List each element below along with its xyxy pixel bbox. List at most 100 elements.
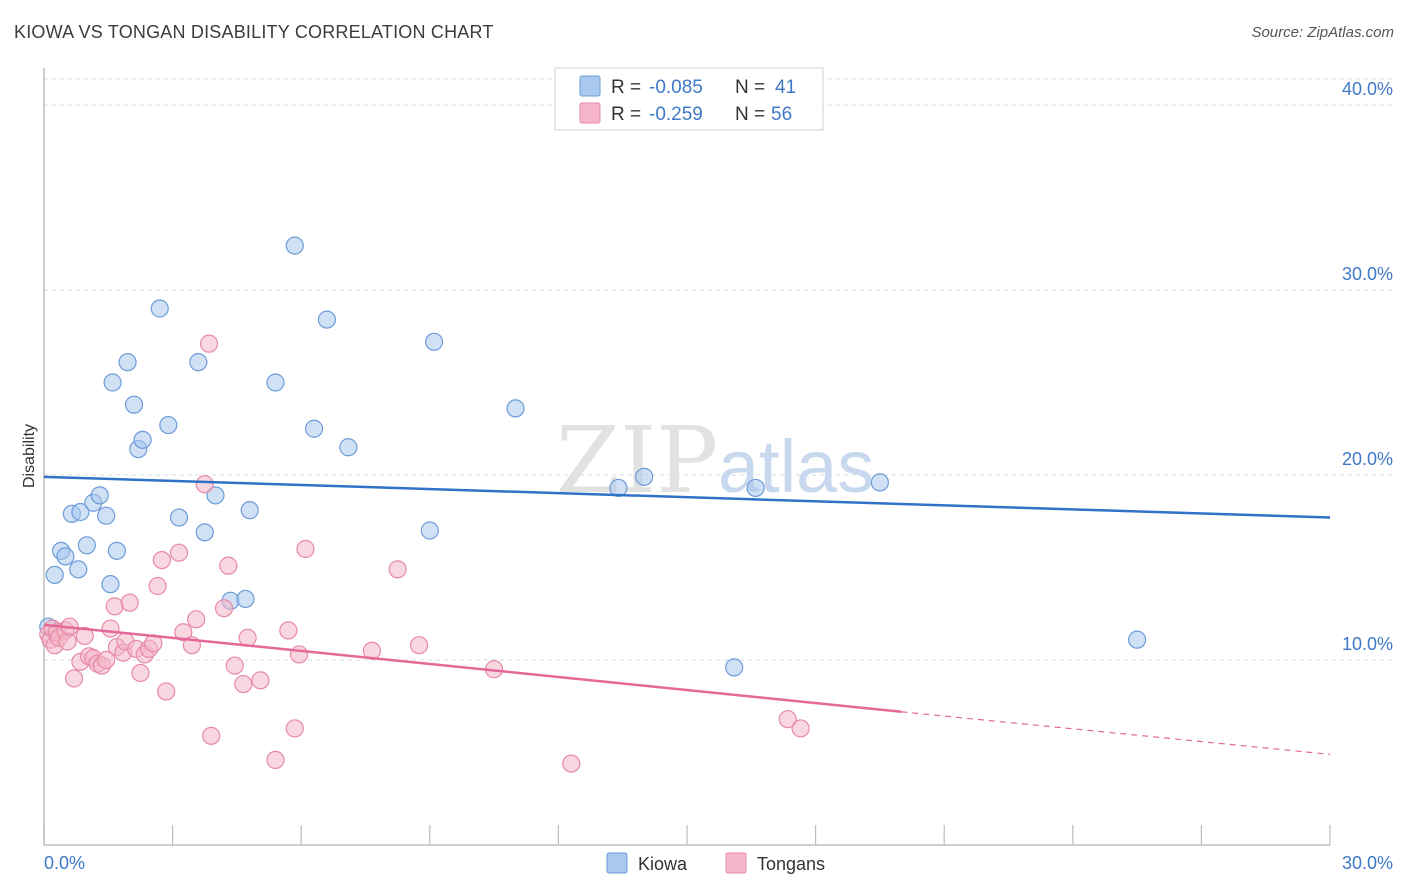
bottom-legend-swatch-tongans (725, 852, 747, 874)
kiowa-point (124, 395, 144, 414)
kiowa-point (304, 419, 324, 438)
tongans-point (152, 550, 171, 570)
tongans-point (562, 754, 581, 773)
source-label: Source: ZipAtlas.com (1251, 24, 1394, 41)
y-tick-label: 20.0% (1342, 449, 1393, 469)
y-tick-label: 10.0% (1342, 634, 1393, 654)
kiowa-point (77, 536, 96, 555)
tongans-point (195, 475, 214, 494)
tongans-point (199, 334, 219, 353)
y-axis-tick-labels: 10.0% 20.0% 30.0% 40.0% (1342, 79, 1393, 654)
tongans-point (791, 719, 810, 738)
y-tick-label: 30.0% (1342, 264, 1393, 284)
tongans-point (202, 726, 221, 745)
tongans-point (214, 599, 234, 618)
x-axis-ticks (43, 825, 1331, 845)
kiowa-point (635, 467, 654, 486)
kiowa-point (506, 399, 525, 418)
kiowa-point (339, 438, 358, 457)
kiowa-point (71, 502, 90, 522)
legend-n-value-tongans: 56 (771, 104, 792, 125)
kiowa-point (285, 236, 304, 255)
kiowa-point (1127, 630, 1147, 649)
bottom-legend-swatch-kiowa (606, 852, 628, 874)
kiowa-trend-line (43, 475, 1331, 519)
tongans-trend-line (43, 623, 902, 714)
series-legend: Kiowa Tongans (606, 852, 825, 874)
kiowa-point (133, 430, 152, 449)
tongans-point (219, 556, 238, 575)
tongans-point (285, 719, 304, 738)
x-axis-tick-labels: 0.0% 30.0% (44, 853, 1393, 873)
kiowa-point (118, 353, 137, 372)
kiowa-point (56, 547, 75, 566)
legend-n-value-kiowa: 41 (775, 77, 796, 98)
tongans-point (157, 682, 176, 701)
stats-legend: R = -0.085 N = 41 R = -0.259 N = 56 (554, 67, 824, 131)
tongans-point (75, 626, 94, 646)
kiowa-point (107, 541, 126, 560)
tongans-trend-extension (901, 711, 1331, 755)
tongans-point (105, 597, 124, 616)
kiowa-point (101, 575, 120, 594)
kiowa-point (725, 658, 744, 677)
legend-r-value-tongans: -0.259 (649, 104, 703, 125)
legend-r-label-kiowa: R = (611, 77, 641, 98)
chart-title: KIOWA VS TONGAN DISABILITY CORRELATION C… (14, 22, 494, 42)
tongans-point (64, 669, 84, 688)
watermark-atlas: atlas (718, 425, 874, 508)
tongans-point (148, 576, 167, 596)
y-tick-label: 40.0% (1342, 79, 1393, 99)
kiowa-point (206, 486, 225, 505)
tongans-point (169, 543, 189, 562)
tongans-point (251, 671, 270, 690)
y-axis-title: Disability (21, 424, 38, 488)
tongans-point (97, 650, 116, 670)
kiowa-point (159, 415, 178, 435)
kiowa-point (195, 523, 214, 542)
kiowa-point (169, 508, 189, 527)
tongans-point (187, 610, 206, 629)
kiowa-point (266, 373, 285, 392)
gridlines (44, 78, 1392, 661)
kiowa-point (45, 565, 64, 585)
kiowa-point (103, 373, 122, 392)
kiowa-point (90, 486, 109, 505)
tongans-point (279, 621, 298, 640)
tongans-point (266, 750, 285, 770)
x-tick-label-min: 0.0% (44, 853, 85, 873)
trend-lines (43, 475, 1331, 755)
tongans-point (174, 623, 193, 642)
kiowa-point (420, 521, 439, 540)
tongans-point (225, 656, 244, 675)
tongans-point (131, 663, 150, 683)
legend-swatch-tongans (579, 102, 601, 124)
tongans-point (409, 636, 429, 655)
tongans-point (778, 710, 797, 729)
legend-n-label-tongans: N = (735, 104, 765, 125)
tongans-point (388, 560, 407, 579)
kiowa-point (150, 299, 169, 318)
kiowa-point (97, 506, 116, 525)
kiowa-series (39, 236, 1147, 677)
legend-n-label-kiowa: N = (735, 77, 765, 98)
kiowa-point (746, 478, 765, 498)
tongans-point (296, 539, 315, 559)
legend-r-label-tongans: R = (611, 104, 641, 125)
bottom-legend-label-tongans: Tongans (757, 854, 825, 874)
tongans-point (58, 632, 77, 651)
kiowa-point (240, 501, 259, 520)
tongans-point (289, 645, 309, 664)
tongans-point (120, 593, 139, 612)
kiowa-point (189, 353, 208, 372)
tongans-point (234, 674, 253, 694)
kiowa-point (69, 560, 88, 579)
kiowa-point (424, 332, 444, 351)
legend-r-value-kiowa: -0.085 (649, 77, 703, 98)
bottom-legend-label-kiowa: Kiowa (638, 854, 688, 874)
kiowa-point (236, 589, 255, 609)
kiowa-point (870, 473, 890, 492)
legend-swatch-kiowa (579, 75, 601, 97)
kiowa-point (317, 310, 337, 329)
